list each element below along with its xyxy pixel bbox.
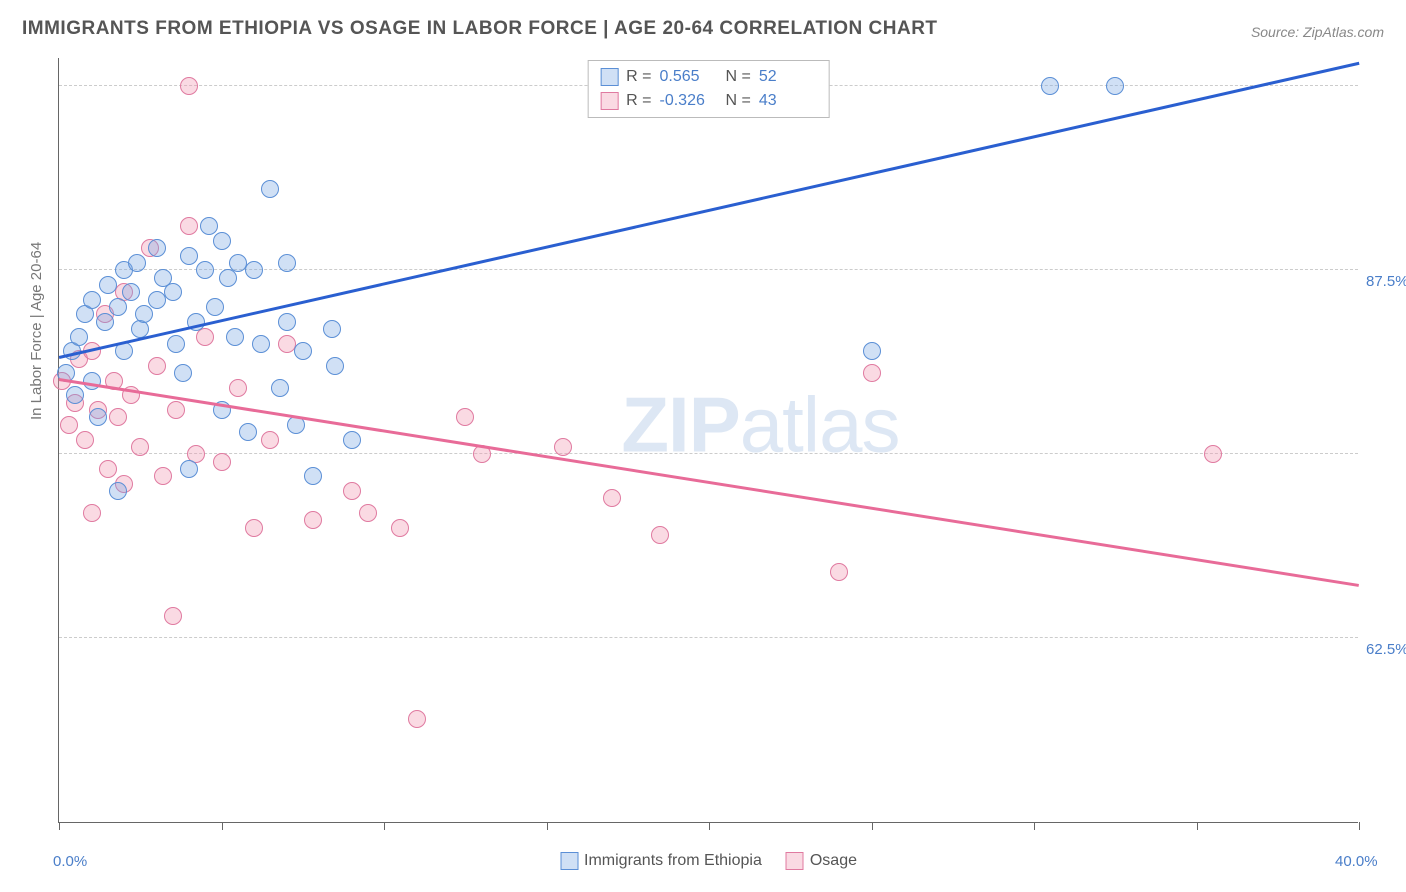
data-point-osage bbox=[830, 563, 848, 581]
watermark: ZIPatlas bbox=[621, 379, 899, 470]
data-point-osage bbox=[554, 438, 572, 456]
data-point-ethiopia bbox=[148, 291, 166, 309]
data-point-ethiopia bbox=[226, 328, 244, 346]
data-point-osage bbox=[261, 431, 279, 449]
data-point-osage bbox=[148, 357, 166, 375]
data-point-ethiopia bbox=[213, 232, 231, 250]
legend-row-osage: R = -0.326 N = 43 bbox=[600, 89, 817, 113]
data-point-ethiopia bbox=[1106, 77, 1124, 95]
data-point-ethiopia bbox=[326, 357, 344, 375]
data-point-ethiopia bbox=[167, 335, 185, 353]
data-point-ethiopia bbox=[83, 372, 101, 390]
data-point-osage bbox=[408, 710, 426, 728]
y-tick-label: 62.5% bbox=[1366, 641, 1406, 658]
correlation-legend: R = 0.565 N = 52 R = -0.326 N = 43 bbox=[587, 60, 830, 118]
x-tick bbox=[872, 822, 873, 830]
data-point-osage bbox=[154, 467, 172, 485]
y-tick-label: 87.5% bbox=[1366, 273, 1406, 290]
data-point-ethiopia bbox=[89, 408, 107, 426]
legend-item-ethiopia: Immigrants from Ethiopia bbox=[560, 852, 762, 870]
data-point-ethiopia bbox=[70, 328, 88, 346]
data-point-osage bbox=[245, 519, 263, 537]
data-point-ethiopia bbox=[271, 379, 289, 397]
data-point-ethiopia bbox=[304, 467, 322, 485]
data-point-ethiopia bbox=[294, 342, 312, 360]
data-point-osage bbox=[603, 489, 621, 507]
data-point-osage bbox=[1204, 445, 1222, 463]
data-point-ethiopia bbox=[128, 254, 146, 272]
swatch-osage bbox=[786, 852, 804, 870]
data-point-osage bbox=[131, 438, 149, 456]
x-tick bbox=[384, 822, 385, 830]
data-point-ethiopia bbox=[239, 423, 257, 441]
data-point-ethiopia bbox=[863, 342, 881, 360]
source-attribution: Source: ZipAtlas.com bbox=[1251, 24, 1384, 40]
data-point-ethiopia bbox=[1041, 77, 1059, 95]
data-point-ethiopia bbox=[245, 261, 263, 279]
x-tick-label: 40.0% bbox=[1335, 853, 1378, 870]
data-point-ethiopia bbox=[278, 313, 296, 331]
legend-item-osage: Osage bbox=[786, 852, 857, 870]
data-point-osage bbox=[651, 526, 669, 544]
data-point-ethiopia bbox=[96, 313, 114, 331]
data-point-ethiopia bbox=[122, 283, 140, 301]
data-point-osage bbox=[164, 607, 182, 625]
data-point-ethiopia bbox=[66, 386, 84, 404]
data-point-osage bbox=[167, 401, 185, 419]
data-point-osage bbox=[213, 453, 231, 471]
data-point-ethiopia bbox=[135, 305, 153, 323]
data-point-osage bbox=[60, 416, 78, 434]
data-point-osage bbox=[196, 328, 214, 346]
data-point-ethiopia bbox=[83, 291, 101, 309]
data-point-ethiopia bbox=[278, 254, 296, 272]
data-point-ethiopia bbox=[99, 276, 117, 294]
data-point-ethiopia bbox=[180, 460, 198, 478]
data-point-ethiopia bbox=[200, 217, 218, 235]
y-axis-label: In Labor Force | Age 20-64 bbox=[28, 242, 45, 420]
data-point-osage bbox=[109, 408, 127, 426]
data-point-osage bbox=[359, 504, 377, 522]
series-legend: Immigrants from Ethiopia Osage bbox=[560, 852, 857, 870]
data-point-osage bbox=[863, 364, 881, 382]
trendline-osage bbox=[59, 378, 1359, 586]
legend-row-ethiopia: R = 0.565 N = 52 bbox=[600, 65, 817, 89]
data-point-osage bbox=[391, 519, 409, 537]
swatch-osage bbox=[600, 92, 618, 110]
x-tick-label: 0.0% bbox=[53, 853, 87, 870]
data-point-osage bbox=[456, 408, 474, 426]
data-point-ethiopia bbox=[180, 247, 198, 265]
data-point-ethiopia bbox=[206, 298, 224, 316]
swatch-ethiopia bbox=[600, 68, 618, 86]
x-tick bbox=[709, 822, 710, 830]
data-point-osage bbox=[99, 460, 117, 478]
data-point-ethiopia bbox=[252, 335, 270, 353]
data-point-osage bbox=[83, 504, 101, 522]
gridline bbox=[59, 453, 1358, 454]
x-tick bbox=[1034, 822, 1035, 830]
chart-title: IMMIGRANTS FROM ETHIOPIA VS OSAGE IN LAB… bbox=[22, 18, 938, 40]
data-point-ethiopia bbox=[261, 180, 279, 198]
data-point-ethiopia bbox=[164, 283, 182, 301]
data-point-ethiopia bbox=[148, 239, 166, 257]
gridline bbox=[59, 637, 1358, 638]
x-tick bbox=[1197, 822, 1198, 830]
data-point-ethiopia bbox=[343, 431, 361, 449]
data-point-ethiopia bbox=[109, 482, 127, 500]
data-point-ethiopia bbox=[174, 364, 192, 382]
data-point-ethiopia bbox=[196, 261, 214, 279]
x-tick bbox=[59, 822, 60, 830]
data-point-osage bbox=[180, 77, 198, 95]
x-tick bbox=[1359, 822, 1360, 830]
data-point-ethiopia bbox=[109, 298, 127, 316]
data-point-ethiopia bbox=[323, 320, 341, 338]
data-point-osage bbox=[76, 431, 94, 449]
data-point-osage bbox=[304, 511, 322, 529]
data-point-osage bbox=[180, 217, 198, 235]
x-tick bbox=[547, 822, 548, 830]
x-tick bbox=[222, 822, 223, 830]
swatch-ethiopia bbox=[560, 852, 578, 870]
data-point-osage bbox=[343, 482, 361, 500]
data-point-osage bbox=[229, 379, 247, 397]
plot-area: ZIPatlas R = 0.565 N = 52 R = -0.326 N =… bbox=[58, 58, 1358, 823]
